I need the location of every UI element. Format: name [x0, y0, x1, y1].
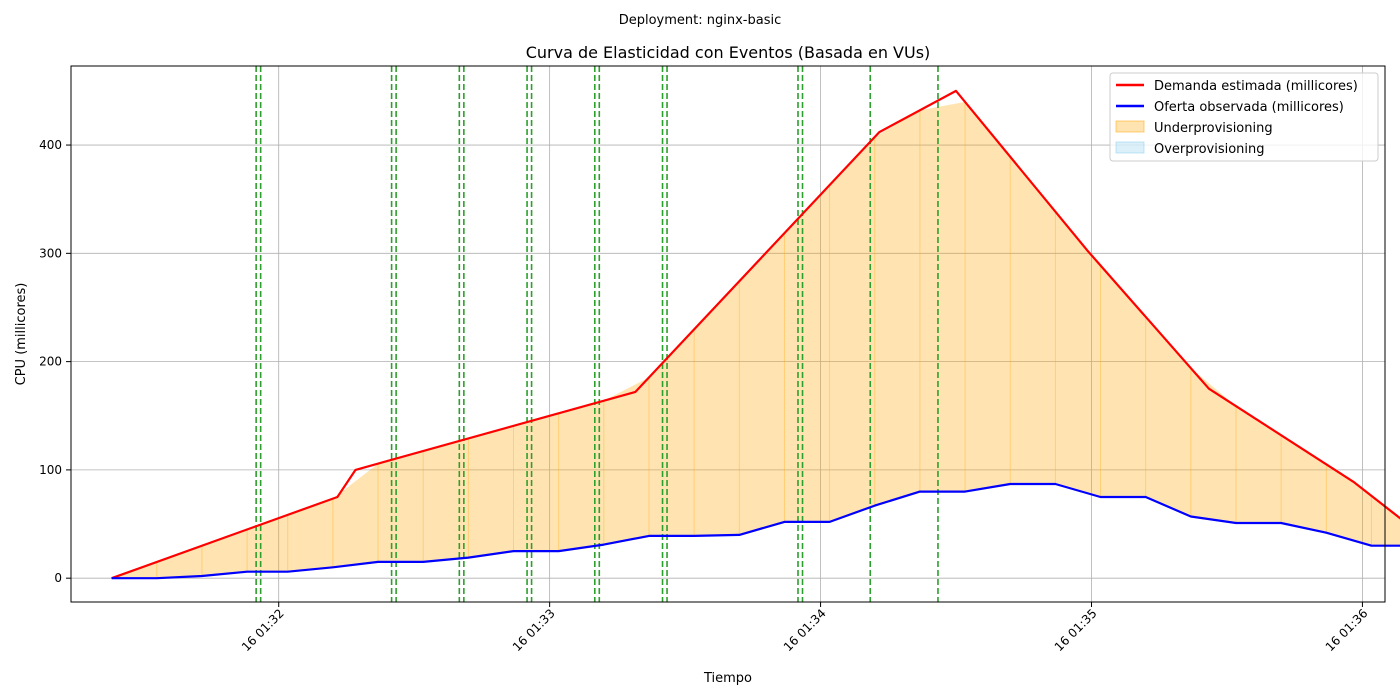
- x-tick-label: 16 01:33: [510, 606, 558, 654]
- y-axis-label: CPU (millicores): [14, 283, 29, 386]
- x-tick-label: 16 01:32: [239, 606, 287, 654]
- legend-swatch-under: [1115, 120, 1145, 133]
- fill-areas: [111, 101, 1400, 579]
- x-tick-label: 16 01:35: [1052, 606, 1100, 654]
- underprovisioning-area: [111, 101, 1400, 579]
- legend-label-supply: Oferta observada (millicores): [1154, 100, 1344, 115]
- legend-swatch-over: [1115, 141, 1145, 154]
- chart-title: Curva de Elasticidad con Eventos (Basada…: [526, 43, 931, 62]
- legend: Demanda estimada (millicores) Oferta obs…: [1109, 72, 1379, 162]
- x-tick-label: 16 01:34: [781, 606, 829, 654]
- y-tick-label: 200: [39, 355, 62, 369]
- series-lines: [111, 89, 1400, 580]
- y-tick-label: 0: [54, 571, 62, 585]
- x-axis-label: Tiempo: [703, 671, 752, 686]
- legend-box: [1109, 72, 1379, 162]
- legend-label-demand: Demanda estimada (millicores): [1154, 79, 1358, 94]
- event-lines: [255, 66, 939, 602]
- y-tick-label: 100: [39, 463, 62, 477]
- y-tick-label: 400: [39, 138, 62, 152]
- legend-label-over: Overprovisioning: [1154, 142, 1265, 157]
- y-tick-label: 300: [39, 246, 62, 260]
- demand-line: [111, 89, 1400, 580]
- supply-line: [111, 482, 1400, 580]
- plot-frame: [70, 65, 1386, 603]
- x-tick-label: 16 01:36: [1323, 606, 1371, 654]
- legend-label-under: Underprovisioning: [1154, 121, 1273, 136]
- suptitle: Deployment: nginx-basic: [619, 13, 782, 28]
